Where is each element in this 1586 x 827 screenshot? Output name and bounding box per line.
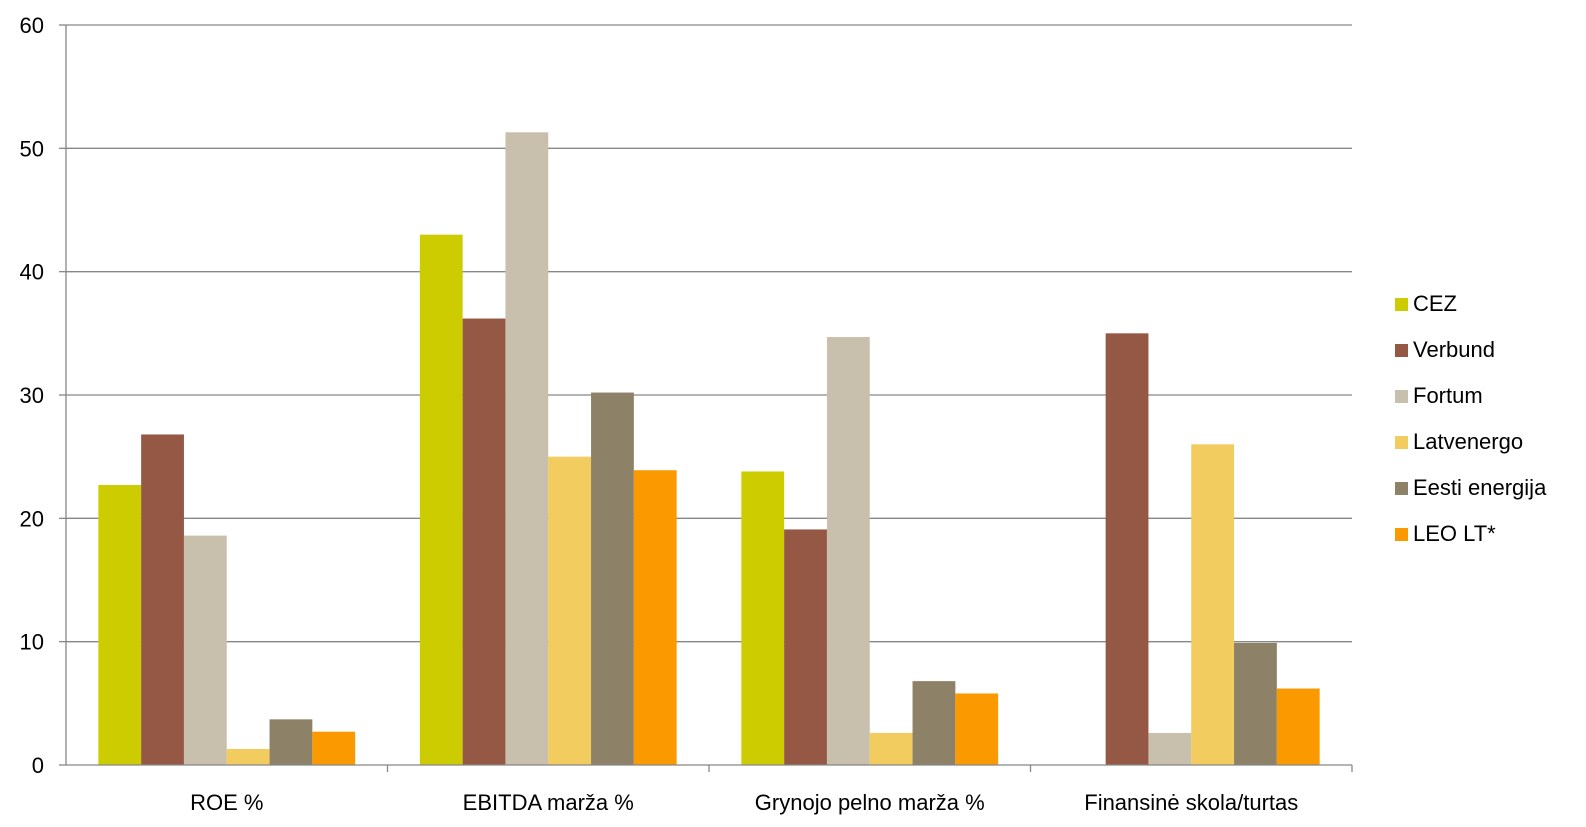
- bar-leo-lt-ebitda-mar-a: [633, 470, 677, 765]
- y-tick-label: 30: [20, 383, 44, 408]
- legend-swatch: [1395, 298, 1408, 311]
- bar-verbund-ebitda-mar-a: [462, 318, 506, 765]
- legend-label: Verbund: [1413, 337, 1495, 362]
- x-tick-label: EBITDA marža %: [463, 790, 634, 815]
- bar-leo-lt-grynojo-pelno-mar-a: [955, 693, 999, 765]
- bar-cez-grynojo-pelno-mar-a: [741, 471, 785, 765]
- legend-label: LEO LT*: [1413, 521, 1496, 546]
- legend-swatch: [1395, 482, 1408, 495]
- bar-latvenergo-grynojo-pelno-mar-a: [869, 732, 913, 765]
- bar-eesti-energija-finansin-skola-turtas: [1234, 642, 1277, 765]
- bar-verbund-grynojo-pelno-mar-a: [784, 529, 827, 765]
- axes: 0 10 20 30 40 50 60 ROE % EBITDA marža % Grynojo …: [20, 13, 1353, 815]
- legend-item-latvenergo: Latvenergo: [1395, 429, 1523, 454]
- legend-swatch: [1395, 344, 1408, 357]
- bar-eesti-energija-roe: [269, 719, 313, 765]
- legend-label: Eesti energija: [1413, 475, 1547, 500]
- bar-verbund-finansin-skola-turtas: [1105, 333, 1149, 765]
- bar-fortum-roe: [183, 535, 227, 765]
- legend-item-eesti-energija: Eesti energija: [1395, 475, 1547, 500]
- gridlines: [66, 24, 1352, 643]
- bar-fortum-finansin-skola-turtas: [1148, 732, 1192, 765]
- bars: [98, 132, 1320, 766]
- bar-latvenergo-roe: [226, 748, 270, 765]
- bar-eesti-energija-grynojo-pelno-mar-a: [912, 681, 956, 765]
- bar-latvenergo-finansin-skola-turtas: [1191, 444, 1235, 765]
- legend-label: Fortum: [1413, 383, 1483, 408]
- y-tick-label: 50: [20, 136, 44, 161]
- y-tick-label: 10: [20, 630, 44, 655]
- legend-swatch: [1395, 528, 1408, 541]
- legend-item-leo-lt: LEO LT*: [1395, 521, 1496, 546]
- bar-leo-lt-finansin-skola-turtas: [1276, 688, 1320, 765]
- legend-item-verbund: Verbund: [1395, 337, 1495, 362]
- bar-verbund-roe: [141, 434, 184, 765]
- bar-leo-lt-roe: [312, 731, 356, 765]
- y-tick-label: 20: [20, 506, 44, 531]
- legend-label: CEZ: [1413, 291, 1457, 316]
- bar-fortum-grynojo-pelno-mar-a: [826, 337, 870, 765]
- legend: CEZ Verbund Fortum Latvenergo Eesti energija…: [1395, 291, 1547, 546]
- bar-latvenergo-ebitda-mar-a: [548, 456, 592, 765]
- x-tick-label: Grynojo pelno marža %: [755, 790, 985, 815]
- legend-swatch: [1395, 390, 1408, 403]
- x-tick-label: ROE %: [190, 790, 263, 815]
- legend-label: Latvenergo: [1413, 429, 1523, 454]
- legend-item-fortum: Fortum: [1395, 383, 1483, 408]
- bar-cez-roe: [98, 485, 142, 765]
- bar-cez-ebitda-mar-a: [419, 234, 463, 765]
- legend-item-cez: CEZ: [1395, 291, 1457, 316]
- bar-fortum-ebitda-mar-a: [505, 132, 549, 766]
- y-tick-label: 60: [20, 13, 44, 38]
- y-tick-label: 0: [32, 753, 44, 778]
- bar-eesti-energija-ebitda-mar-a: [591, 392, 634, 765]
- legend-swatch: [1395, 436, 1408, 449]
- y-tick-label: 40: [20, 260, 44, 285]
- x-tick-label: Finansinė skola/turtas: [1084, 790, 1298, 815]
